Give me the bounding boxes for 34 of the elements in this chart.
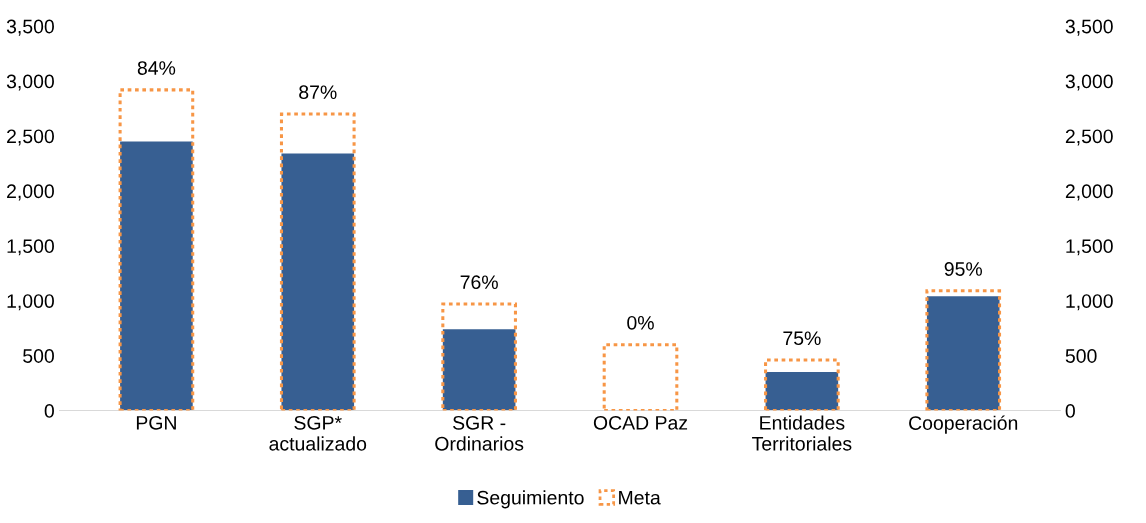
annotation: 76% bbox=[460, 275, 498, 290]
annotation: 84% bbox=[137, 61, 176, 75]
annotation: 87% bbox=[299, 85, 337, 100]
annotation: 95% bbox=[944, 262, 982, 276]
y2-tick-label: 1,500 bbox=[1066, 239, 1113, 256]
y-tick-label: 2,500 bbox=[7, 129, 54, 146]
y2-tick-label: 3,500 bbox=[1065, 19, 1113, 36]
x-tick-label: Entidades Territoriales bbox=[752, 415, 852, 451]
x-tick-label: SGR - Ordinarios bbox=[435, 415, 524, 451]
bar bbox=[765, 372, 839, 411]
bar bbox=[442, 329, 516, 411]
x-tick-label: OCAD Paz bbox=[593, 415, 688, 430]
bar bbox=[120, 141, 193, 411]
x-tick-label: PGN bbox=[136, 415, 176, 430]
y-tick-label: 2,000 bbox=[7, 184, 54, 201]
y-tick-label: 1,500 bbox=[7, 239, 54, 256]
y-tick-label: 3,000 bbox=[6, 74, 54, 91]
x-tick-label: SGP* actualizado bbox=[269, 415, 367, 451]
x-tick-label: Cooperación bbox=[909, 415, 1018, 434]
y2-tick-label: 3,000 bbox=[1065, 74, 1113, 91]
y2-tick-label: 2,000 bbox=[1065, 184, 1113, 201]
y2-tick-label: 0 bbox=[1065, 404, 1075, 418]
y2-tick-label: 2,500 bbox=[1065, 129, 1113, 146]
y2-tick-label: 1,000 bbox=[1066, 294, 1113, 311]
y-tick-label: 1,000 bbox=[7, 294, 54, 311]
annotation: 75% bbox=[783, 331, 821, 346]
y-tick-label: 500 bbox=[23, 349, 54, 363]
bar bbox=[281, 153, 355, 411]
legend-label: Seguimiento bbox=[477, 490, 584, 509]
annotation: 0% bbox=[627, 315, 654, 330]
legend-label: Meta bbox=[619, 490, 661, 505]
y2-tick-label: 500 bbox=[1065, 349, 1097, 363]
y-tick-label: 0 bbox=[44, 404, 54, 418]
y-tick-label: 3,500 bbox=[6, 19, 54, 36]
